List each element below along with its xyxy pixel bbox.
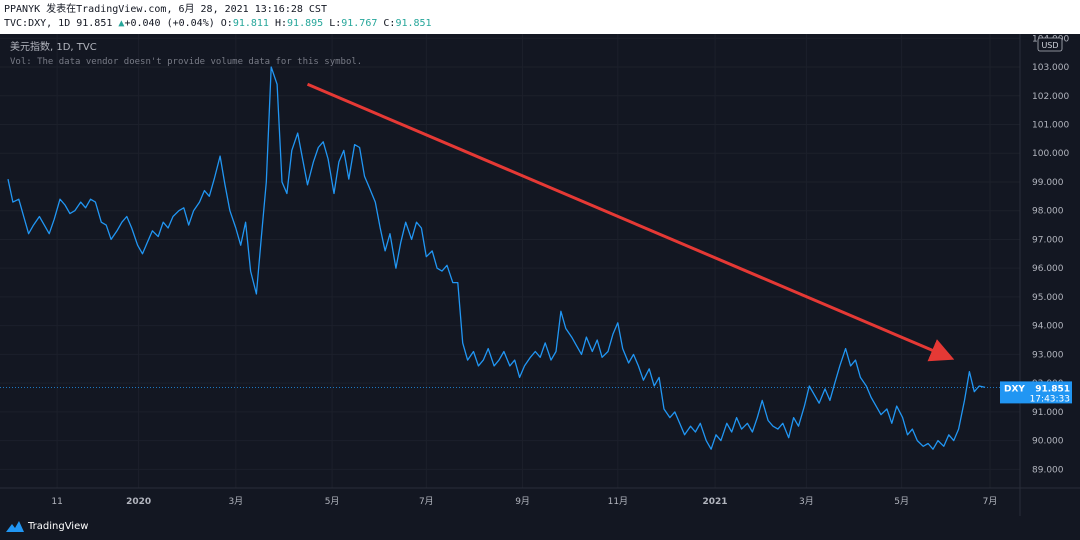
- currency-label[interactable]: USD: [1037, 37, 1063, 52]
- x-tick-label: 7月: [419, 496, 434, 507]
- footer-bar: TradingView: [0, 516, 1080, 540]
- x-tick-label: 5月: [894, 496, 909, 507]
- y-tick-label: 98.000: [1032, 207, 1064, 217]
- tradingview-logo-icon: [6, 521, 24, 532]
- y-tick-label: 91.000: [1032, 408, 1064, 418]
- grid-lines: [0, 34, 1020, 488]
- x-tick-label: 7月: [983, 496, 998, 507]
- y-tick-label: 103.000: [1032, 63, 1069, 73]
- badge-price: 91.851: [1035, 384, 1070, 394]
- low-value: 91.767: [341, 18, 378, 29]
- x-tick-label: 11: [51, 497, 62, 507]
- close-label: C:: [383, 18, 396, 29]
- y-tick-label: 96.000: [1032, 264, 1064, 274]
- badge-symbol: DXY: [1004, 384, 1025, 394]
- y-tick-label: 89.000: [1032, 465, 1064, 475]
- y-tick-label: 97.000: [1032, 235, 1064, 245]
- y-tick-label: 100.000: [1032, 149, 1069, 159]
- symbol-info: TVC:DXY, 1D 91.851: [4, 18, 113, 29]
- x-tick-label: 9月: [515, 496, 530, 507]
- brand-name: TradingView: [28, 520, 89, 532]
- symbol-ohlc-line: TVC:DXY, 1D 91.851 ▲+0.040 (+0.04%) O:91…: [4, 17, 432, 31]
- price-chart[interactable]: 美元指数, 1D, TVC Vol: The data vendor doesn…: [0, 34, 1080, 516]
- x-tick-label: 5月: [325, 496, 340, 507]
- y-tick-label: 102.000: [1032, 92, 1069, 102]
- y-tick-label: 101.000: [1032, 121, 1069, 131]
- price-change: +0.040 (+0.04%): [124, 18, 215, 29]
- y-tick-label: 93.000: [1032, 350, 1064, 360]
- legend-title: 美元指数, 1D, TVC: [10, 40, 97, 53]
- last-price-badge: DXY 91.851 17:43:33: [1000, 381, 1072, 404]
- badge-time: 17:43:33: [1030, 394, 1070, 404]
- price-axis[interactable]: 89.00090.00091.00092.00093.00094.00095.0…: [1032, 34, 1069, 475]
- currency-text: USD: [1041, 41, 1058, 50]
- time-axis[interactable]: 11 2020 3月 5月 7月 9月 11月 2021 3月 5月 7月: [51, 496, 997, 507]
- volume-note: Vol: The data vendor doesn't provide vol…: [10, 57, 362, 67]
- x-tick-label: 3月: [228, 496, 243, 507]
- high-label: H:: [274, 18, 288, 29]
- x-tick-label: 3月: [799, 496, 814, 507]
- open-label: O:: [220, 18, 233, 29]
- brand[interactable]: TradingView: [6, 520, 88, 532]
- up-triangle-icon: ▲: [118, 18, 125, 29]
- y-tick-label: 99.000: [1032, 178, 1064, 188]
- y-tick-label: 90.000: [1032, 437, 1064, 447]
- x-tick-label: 11月: [608, 496, 628, 507]
- high-value: 91.895: [287, 18, 324, 29]
- chart-area[interactable]: 美元指数, 1D, TVC Vol: The data vendor doesn…: [0, 34, 1080, 516]
- y-tick-label: 95.000: [1032, 293, 1064, 303]
- close-value: 91.851: [395, 18, 432, 29]
- trend-arrow: [306, 82, 955, 362]
- low-label: L:: [329, 18, 342, 29]
- x-tick-label: 2021: [703, 497, 728, 507]
- x-tick-label: 2020: [126, 497, 151, 507]
- y-tick-label: 94.000: [1032, 322, 1064, 332]
- open-value: 91.811: [232, 18, 269, 29]
- chart-header: PPANYK 发表在TradingView.com, 6月 28, 2021 1…: [0, 0, 1080, 34]
- dxy-price-line: [7, 66, 986, 450]
- publish-info: PPANYK 发表在TradingView.com, 6月 28, 2021 1…: [4, 4, 327, 15]
